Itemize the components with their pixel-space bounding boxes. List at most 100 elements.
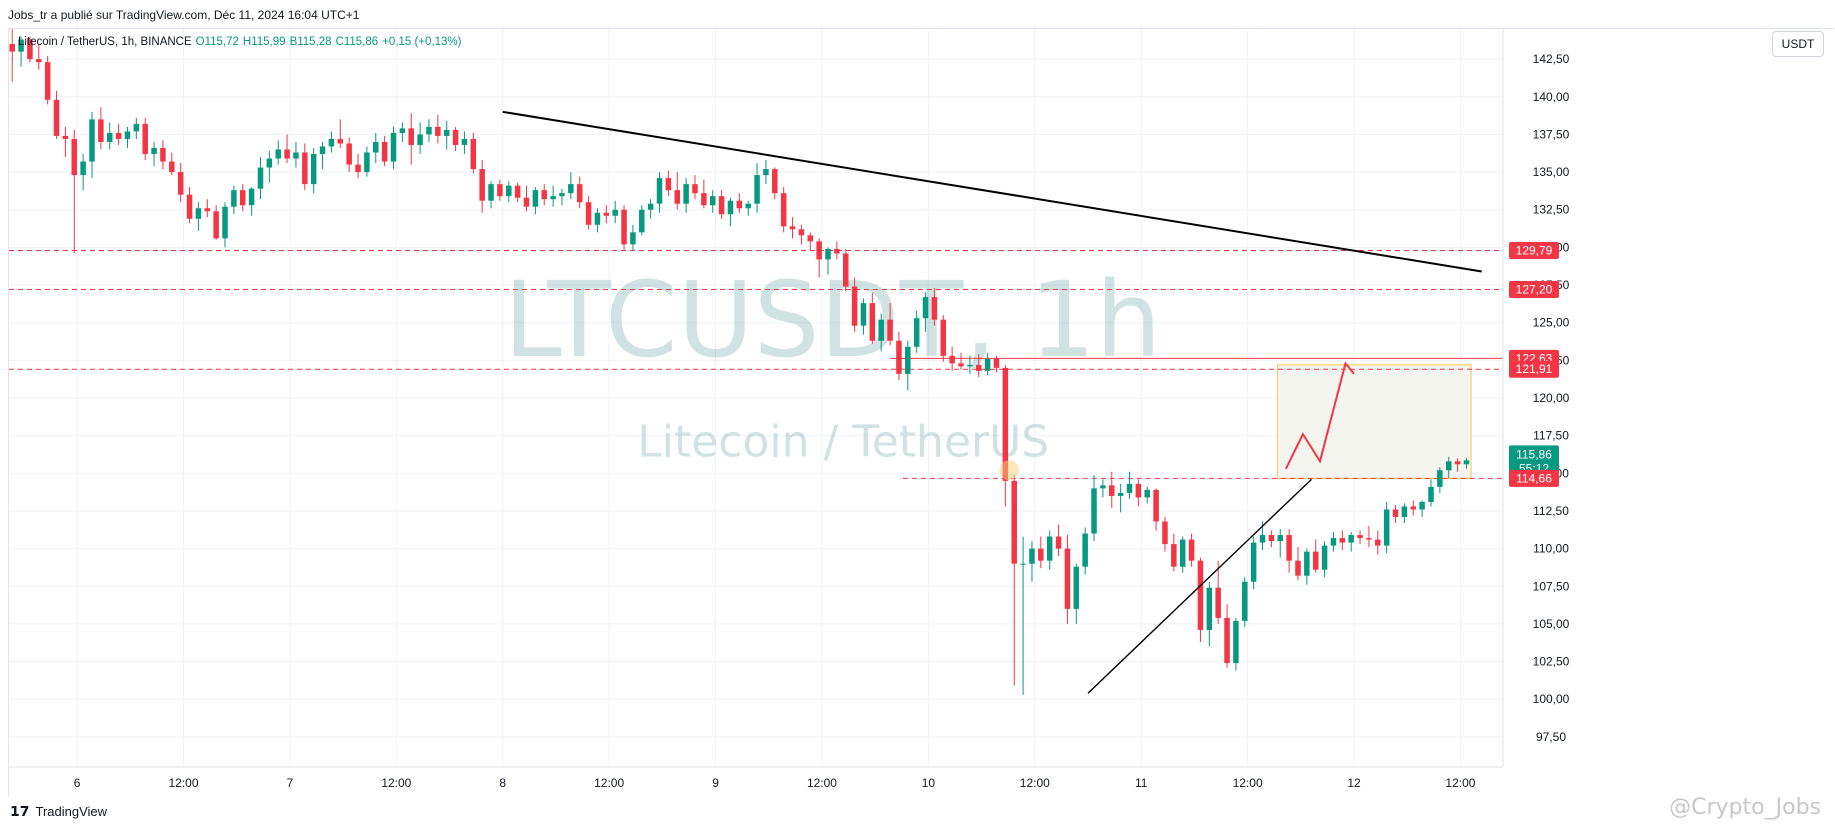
candle-body [709, 196, 716, 206]
candle [177, 163, 184, 203]
candle-body [302, 152, 308, 185]
price-label-text: 127,20 [1516, 283, 1553, 297]
candle [1038, 536, 1044, 569]
candle [1011, 474, 1017, 686]
candle-body [559, 193, 565, 197]
candle [1242, 577, 1248, 627]
candle [869, 292, 876, 344]
candle-body [399, 128, 406, 133]
candle-body [1002, 367, 1009, 481]
candle [186, 187, 193, 224]
candle [1029, 541, 1035, 582]
candle [772, 167, 778, 200]
candle-body [1312, 551, 1319, 570]
candle-body [169, 161, 175, 173]
candle-body [523, 197, 530, 207]
legend-close: C115,86 [335, 36, 379, 48]
candle [745, 200, 751, 216]
candle [1286, 529, 1292, 573]
candle [1073, 563, 1080, 624]
candle-body [44, 62, 51, 100]
tradingview-logo-icon[interactable]: 𝟭𝟳 [10, 802, 30, 819]
candle-body [1215, 587, 1221, 618]
candle-body [124, 131, 131, 139]
candle [692, 175, 698, 200]
price-axis-tick: 100,00 [1533, 692, 1570, 706]
time-axis-tick: 11 [1135, 776, 1148, 790]
legend-symbol[interactable]: Litecoin / TetherUS, 1h, BINANCE [18, 36, 192, 48]
candle [647, 199, 654, 219]
footer-brand[interactable]: TradingView [35, 803, 108, 819]
chart-area[interactable]: LTCUSDT, 1h Litecoin / TetherUS 142,50 140,… [8, 28, 1835, 798]
candle-body [160, 147, 166, 162]
price-axis-tick: 125,00 [1533, 316, 1570, 330]
price-axis-tick: 140,00 [1533, 90, 1570, 104]
candle [1392, 504, 1399, 524]
candle [452, 126, 459, 151]
candle-body [1419, 501, 1425, 510]
candle-body [798, 229, 805, 236]
trendline-resistance [502, 110, 1482, 273]
candle-body [9, 44, 15, 52]
candle-body [1091, 488, 1097, 534]
candle-body [62, 135, 69, 139]
candle [1100, 479, 1106, 498]
candle-body [1383, 509, 1390, 546]
candle-body [639, 209, 645, 233]
candle [701, 179, 707, 209]
candle-body [851, 286, 858, 326]
candle [1419, 500, 1425, 517]
candle [417, 122, 423, 155]
candle-body [133, 123, 140, 132]
candle [1162, 516, 1168, 552]
candle-body [195, 208, 202, 219]
candle [603, 205, 610, 224]
candle-body [248, 188, 255, 206]
time-axis-tick: 9 [712, 776, 719, 790]
candle [798, 224, 805, 245]
candle-body [807, 235, 814, 242]
candle [922, 292, 929, 332]
candle [399, 122, 406, 142]
trendline-support [1087, 478, 1312, 694]
candle-body [1463, 460, 1470, 465]
candle [1454, 458, 1461, 472]
candle [1366, 526, 1372, 548]
candle-body [1454, 461, 1461, 465]
candle [470, 132, 477, 174]
candle [931, 288, 938, 326]
candle-body [27, 39, 33, 60]
candle-body [647, 203, 654, 210]
candle [27, 36, 33, 63]
candle-body [346, 143, 352, 165]
candle-body [1304, 551, 1310, 576]
candle [1224, 604, 1230, 668]
candle-body [834, 248, 840, 254]
candle [310, 147, 317, 194]
candle-body [337, 138, 344, 144]
candle [568, 172, 574, 200]
candle [1171, 533, 1177, 572]
candlestick-chart[interactable]: LTCUSDT, 1h Litecoin / TetherUS 142,50 140,… [9, 29, 1835, 798]
candle-body [1135, 483, 1142, 498]
candle [630, 224, 636, 251]
candle [656, 172, 663, 213]
candle [213, 205, 219, 240]
candle-body [727, 200, 734, 215]
candle-body [98, 119, 104, 142]
legend-open: O115,72 [195, 36, 239, 48]
candle [461, 131, 468, 155]
price-label: 129,79 [1509, 242, 1559, 260]
currency-selector[interactable]: USDT [1772, 31, 1824, 57]
candle-body [905, 346, 911, 374]
candle-body [497, 184, 503, 197]
candle-body [958, 363, 964, 367]
candle-body [1179, 539, 1186, 567]
candle [1383, 501, 1390, 554]
candle-body [1437, 470, 1443, 487]
candle-body [266, 158, 273, 168]
candle [124, 126, 131, 148]
candle-body [665, 178, 672, 191]
candle-body [630, 232, 636, 245]
candle-body [967, 364, 973, 367]
